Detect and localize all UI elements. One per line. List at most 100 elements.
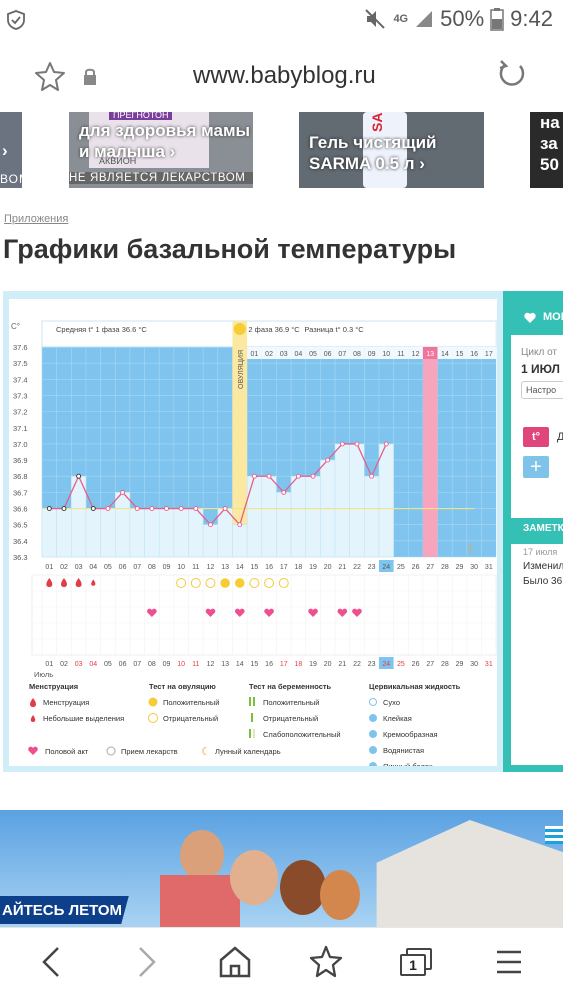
temperature-area-bar [246, 475, 263, 558]
pink-day-column [422, 347, 438, 557]
intercourse-heart-icon [234, 608, 245, 617]
phase1-average-label: Средняя t° 1 фаза 36.6 °C [56, 325, 147, 334]
phase2-day-cell [437, 347, 453, 359]
signal-icon [416, 11, 433, 27]
temperature-difference-label: Разница t° 0.3 °C [304, 325, 364, 334]
ad-card-3[interactable]: SARMA Гель чистящий SARMA 0.5 л › [299, 112, 484, 188]
y-tick-label: 37.4 [13, 375, 28, 384]
battery-icon [490, 8, 504, 31]
phase2-day-label: 09 [368, 351, 376, 358]
phase2-day-cell [261, 347, 277, 359]
temperature-area-bar [173, 508, 189, 558]
y-tick-label: 37.0 [13, 440, 28, 449]
tabs-button[interactable]: 1 [398, 944, 434, 980]
calendar-date-label: 16 [265, 661, 273, 668]
calendar-date-label: 14 [236, 661, 244, 668]
calendar-date-label: 23 [368, 661, 376, 668]
ovulation-marker [233, 323, 246, 335]
calendar-date-label: 24 [382, 661, 390, 668]
cycle-day-label: 02 [60, 564, 68, 571]
calendar-date-label: 08 [148, 661, 156, 668]
legend-cervical-sticky-icon [369, 714, 377, 722]
calendar-date-label: 04 [89, 661, 97, 668]
legend-preg-weak-icon [249, 729, 251, 738]
calendar-date-label: 03 [75, 661, 83, 668]
bottom-ad-banner[interactable]: АЙТЕСЬ ЛЕТОМ [0, 810, 563, 927]
bbt-chart: C° 37.6 37.5 37.4 37.3 37.2 37.1 37.0 36.9 36.8 36… [11, 320, 497, 771]
cycle-day-label: 26 [412, 564, 420, 571]
phase2-day-cell [364, 347, 379, 359]
ad-card-4[interactable]: на за 50 [530, 112, 563, 188]
ad-card-2[interactable]: ПРЕГНОТОН АКВИОН для здоровья мамы и мал… [69, 112, 253, 188]
ad-text: АЙТЕСЬ ЛЕТОМ [2, 902, 123, 919]
ovulation-test-negative-icon [176, 578, 187, 588]
temperature-point [266, 473, 272, 479]
status-bar: 4G 50% 9:42 [0, 0, 563, 40]
sidebar-my-label[interactable]: МОИ [543, 311, 563, 323]
temperature-point [295, 473, 301, 479]
ad-product-label: SARMA [369, 112, 385, 132]
legend-cervical-watery-icon [369, 746, 377, 754]
note-line-2: Было 36. [523, 576, 563, 587]
ovulation-column [232, 321, 248, 557]
phase2-day-cell [305, 347, 321, 359]
calendar-date-label: 06 [119, 661, 127, 668]
legend-menstruation-label: Менструация [43, 698, 89, 707]
temperature-button[interactable]: t° [523, 427, 549, 447]
temperature-point [281, 489, 287, 495]
cycle-day-label: 03 [75, 564, 83, 571]
phase2-day-cell [452, 347, 467, 359]
menstruation-drop-icon [46, 578, 53, 587]
bookmark-star-icon[interactable] [34, 60, 66, 92]
y-tick-label: 37.1 [13, 424, 28, 433]
y-tick-label: 36.5 [13, 521, 28, 530]
temperature-area-bar [305, 475, 321, 558]
browser-nav-bar: 1 [0, 927, 563, 1000]
breadcrumb[interactable]: Приложения [4, 213, 69, 225]
ovulation-test-positive-icon [220, 578, 230, 588]
legend-cervical-sticky-label: Клейкая [383, 714, 412, 723]
cycle-day-label: 27 [426, 564, 434, 571]
home-icon[interactable] [218, 944, 252, 980]
legend-preg-negative-icon [251, 713, 253, 722]
ad-card-1[interactable]: › ВОМ [0, 112, 22, 188]
legend-light-drop-icon [30, 715, 36, 722]
phase2-day-cell [335, 347, 350, 359]
temperature-area-bar [276, 492, 292, 558]
legend-ovulation-negative-label: Отрицательный [163, 714, 218, 723]
temperature-label: Д [557, 431, 563, 443]
cycle-day-label: 29 [456, 564, 464, 571]
cycle-day-label: 01 [45, 564, 53, 571]
calendar-date-label: 09 [163, 661, 171, 668]
intercourse-heart-icon [308, 608, 318, 617]
phase2-day-cell [422, 347, 438, 359]
calendar-date-label: 22 [353, 661, 361, 668]
calendar-date-label: 10 [177, 661, 185, 668]
cycle-day-label: 21 [338, 564, 346, 571]
temperature-area-bar [232, 524, 248, 558]
calendar-date-label: 12 [207, 661, 215, 668]
ad-text: Гель чистящий SARMA 0.5 л › [309, 133, 437, 173]
bookmarks-icon[interactable] [308, 944, 344, 980]
today-cell [378, 560, 394, 572]
temperature-point [325, 457, 331, 463]
legend-medication-icon [106, 746, 116, 756]
legend-menstruation-title: Менструация [29, 682, 78, 691]
legend-moon-icon: ☾ [201, 745, 211, 758]
forward-icon[interactable] [130, 944, 162, 980]
ad-carousel[interactable]: › ВОМ ПРЕГНОТОН АКВИОН для здоровья мамы… [0, 112, 563, 188]
temperature-point [383, 441, 389, 447]
back-icon[interactable] [36, 944, 68, 980]
cycle-day-label: 18 [294, 564, 302, 571]
cycle-day-label: 28 [441, 564, 449, 571]
tab-count: 1 [400, 954, 426, 976]
reload-icon[interactable] [496, 58, 528, 90]
cycle-day-label: 17 [280, 564, 288, 571]
add-button[interactable]: + [523, 456, 549, 478]
url-text[interactable]: www.babyblog.ru [193, 62, 376, 89]
settings-button[interactable]: Настро [521, 381, 563, 399]
phase2-day-cell [408, 347, 423, 359]
bbt-widget: C° 37.6 37.5 37.4 37.3 37.2 37.1 37.0 36.9 36.8 36… [3, 291, 503, 772]
menu-icon[interactable] [494, 944, 524, 980]
calendar-date-label: 13 [221, 661, 229, 668]
